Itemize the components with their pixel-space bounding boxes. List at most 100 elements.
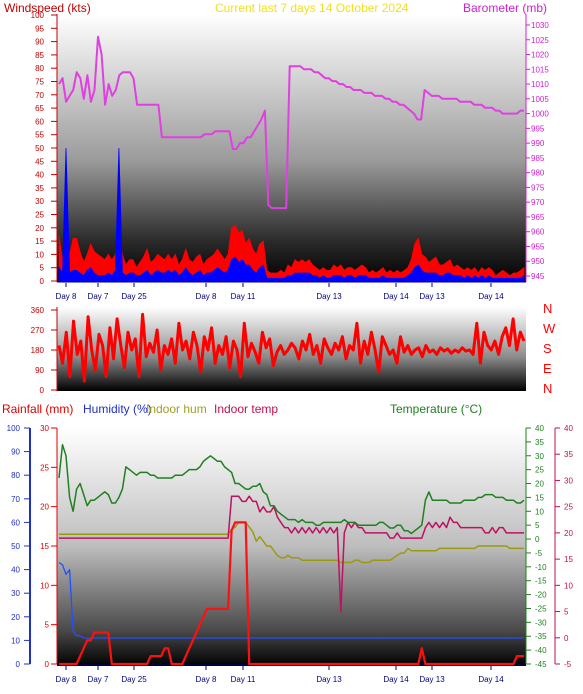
indoor-axis-tick-label: 15 — [564, 555, 573, 564]
humidity-axis-tick-label: 40 — [11, 566, 20, 575]
x-tick-label: Day 7 — [88, 292, 109, 301]
rainfall-series — [59, 521, 524, 666]
baro-axis-tick-label: 975 — [531, 183, 545, 192]
wind-axis-tick-label: 40 — [35, 171, 44, 180]
x-tick-label: Day 8 — [56, 675, 77, 684]
humidity-axis-tick-label: 100 — [7, 424, 21, 433]
wind-axis-tick-label: 50 — [35, 144, 44, 153]
temp-axis-tick-label: 20 — [535, 480, 544, 489]
compass-n-bottom: N — [543, 381, 552, 396]
humidity-axis-tick-label: 80 — [11, 471, 20, 480]
direction-axis-tick-label: 90 — [35, 366, 44, 375]
direction-axis-tick-label: 360 — [31, 306, 45, 315]
humidity-axis-tick-label: 90 — [11, 448, 20, 457]
gust-series — [58, 224, 525, 282]
wind-axis-tick-label: 5 — [40, 264, 45, 273]
humidity-axis-tick-label: 50 — [11, 542, 20, 551]
humidity-axis-tick-label: 10 — [11, 636, 20, 645]
wind-axis-tick-label: 60 — [35, 117, 44, 126]
wind-axis-tick-label: 10 — [35, 250, 44, 259]
temp-axis-tick-label: 40 — [535, 424, 544, 433]
x-tick-label: Day 14 — [383, 675, 409, 684]
temp-axis-tick-label: -30 — [535, 618, 547, 627]
x-tick-label: Day 13 — [316, 292, 342, 301]
barometer-series — [58, 35, 524, 210]
temp-axis-tick-label: 5 — [535, 521, 540, 530]
temp-axis-tick-label: 25 — [535, 466, 544, 475]
wind-axis-tick-label: 35 — [35, 184, 44, 193]
x-tick-label: Day 25 — [121, 292, 147, 301]
baro-axis-tick-label: 965 — [531, 213, 545, 222]
humidity-axis-tick-label: 30 — [11, 589, 20, 598]
rain-axis-tick-label: 5 — [45, 621, 50, 630]
humidity-axis-tick-label: 60 — [11, 518, 20, 527]
baro-axis-tick-label: 1015 — [531, 65, 549, 74]
humidity-axis-tick-label: 0 — [16, 660, 21, 669]
direction-axis-tick-label: 270 — [31, 326, 45, 335]
wind-axis-tick-label: 20 — [35, 224, 44, 233]
indoor-axis-tick-label: 25 — [564, 503, 573, 512]
wind-axis-tick-label: 95 — [35, 24, 44, 33]
baro-axis-tick-label: 960 — [531, 228, 545, 237]
baro-axis-tick-label: 1010 — [531, 80, 549, 89]
baro-axis-tick-label: 1030 — [531, 21, 549, 30]
x-tick-label: Day 13 — [419, 675, 445, 684]
wind-axis-tick-label: 70 — [35, 91, 44, 100]
indoor-axis-tick-label: 0 — [564, 634, 569, 643]
indoor-hum-label: Indoor hum — [146, 402, 207, 416]
temp-axis-tick-label: -35 — [535, 632, 547, 641]
baro-axis-tick-label: 995 — [531, 124, 545, 133]
rain-axis-tick-label: 25 — [40, 463, 49, 472]
wind-axis-tick-label: 100 — [31, 11, 45, 20]
wind-axis-tick-label: 85 — [35, 51, 44, 60]
baro-axis-tick-label: 945 — [531, 272, 545, 281]
wind-axis-tick-label: 80 — [35, 64, 44, 73]
humidity-series — [58, 561, 524, 639]
baro-axis-tick-label: 980 — [531, 169, 545, 178]
indoor-axis-tick-label: -5 — [564, 660, 572, 669]
wind-axis-tick-label: 90 — [35, 38, 44, 47]
indoor-axis-tick-label: 10 — [564, 581, 573, 590]
baro-axis-tick-label: 1000 — [531, 110, 549, 119]
baro-axis-tick-label: 990 — [531, 139, 545, 148]
temperature-series — [58, 443, 525, 535]
humidity-axis-tick-label: 70 — [11, 495, 20, 504]
temp-axis-tick-label: -25 — [535, 604, 547, 613]
humidity-label: Humidity (%) — [83, 402, 152, 416]
x-tick-label: Day 14 — [383, 292, 409, 301]
temp-axis-tick-label: -10 — [535, 563, 547, 572]
compass-w: W — [543, 321, 556, 336]
humidity-axis-tick-label: 20 — [11, 613, 20, 622]
x-tick-label: Day 7 — [88, 675, 109, 684]
direction-axis-tick-label: 180 — [31, 346, 45, 355]
temperature-label: Temperature (°C) — [390, 402, 482, 416]
temp-axis-tick-label: -45 — [535, 660, 547, 669]
rain-axis-tick-label: 15 — [40, 542, 49, 551]
compass-n-top: N — [543, 301, 552, 316]
temp-hum-plot-area — [57, 428, 526, 666]
x-tick-label: Day 13 — [316, 675, 342, 684]
rain-axis-tick-label: 20 — [40, 503, 49, 512]
wind-axis-tick-label: 65 — [35, 104, 44, 113]
indoor-axis-tick-label: 30 — [564, 476, 573, 485]
indoor-axis-tick-label: 40 — [564, 424, 573, 433]
temp-axis-tick-label: 35 — [535, 438, 544, 447]
indoor-hum-series — [59, 521, 524, 564]
temp-axis-tick-label: -40 — [535, 646, 547, 655]
wind-axis-tick-label: 0 — [40, 277, 45, 286]
indoor-temp-label: Indoor temp — [214, 402, 278, 416]
wind-direction-series — [57, 312, 526, 383]
x-tick-label: Day 8 — [196, 675, 217, 684]
indoor-axis-tick-label: 35 — [564, 450, 573, 459]
temp-axis-tick-label: 10 — [535, 507, 544, 516]
rain-axis-tick-label: 10 — [40, 581, 49, 590]
wind-series — [58, 147, 525, 282]
temp-axis-tick-label: 30 — [535, 452, 544, 461]
indoor-axis-tick-label: 20 — [564, 529, 573, 538]
baro-axis-tick-label: 970 — [531, 198, 545, 207]
baro-axis-tick-label: 955 — [531, 242, 545, 251]
wind-axis-tick-label: 15 — [35, 237, 44, 246]
wind-axis-tick-label: 55 — [35, 131, 44, 140]
